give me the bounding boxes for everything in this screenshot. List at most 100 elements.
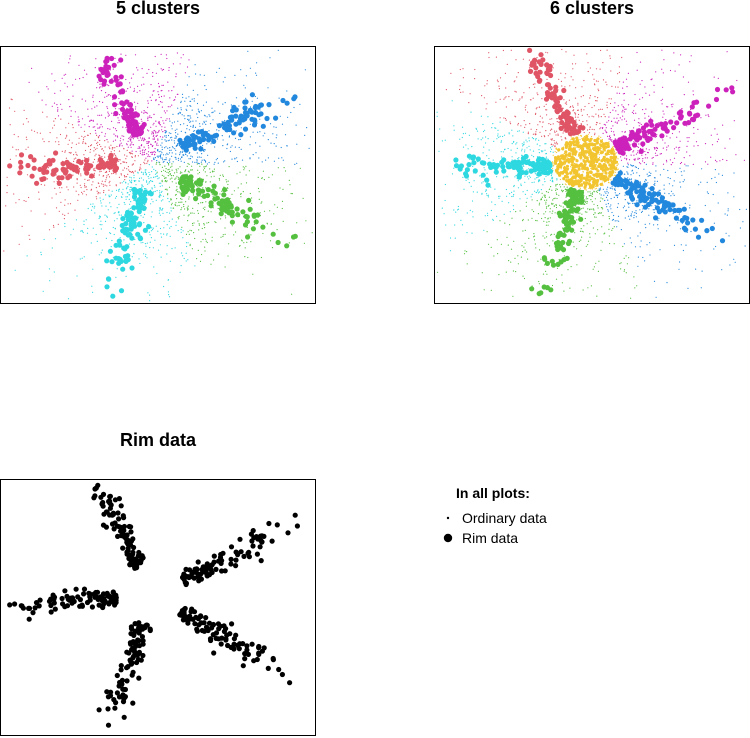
ordinary-point <box>129 86 131 88</box>
ordinary-point <box>216 138 218 140</box>
ordinary-point <box>100 124 102 126</box>
ordinary-point <box>486 212 489 214</box>
ordinary-point <box>144 163 146 165</box>
ordinary-point <box>745 208 747 210</box>
ordinary-point <box>137 102 139 104</box>
ordinary-point <box>226 147 228 150</box>
ordinary-point <box>734 261 736 263</box>
ordinary-point <box>537 213 539 215</box>
ordinary-point <box>626 86 628 88</box>
rim-point <box>56 180 62 186</box>
ordinary-point <box>161 106 163 108</box>
rim-point <box>129 235 135 241</box>
ordinary-point <box>622 115 624 117</box>
ordinary-point <box>623 243 625 245</box>
rim-point <box>187 175 193 182</box>
ordinary-point <box>193 212 195 214</box>
ordinary-point <box>598 190 601 192</box>
ordinary-point <box>93 158 96 161</box>
ordinary-point <box>94 155 96 157</box>
center-cluster-point <box>602 142 606 146</box>
ordinary-point <box>439 128 441 130</box>
ordinary-point <box>589 95 591 97</box>
ordinary-point <box>171 169 173 171</box>
ordinary-point <box>258 157 260 159</box>
ordinary-point <box>457 208 460 210</box>
ordinary-point <box>252 154 254 156</box>
rim-point <box>133 120 139 126</box>
ordinary-point <box>157 63 159 65</box>
ordinary-point <box>188 171 190 173</box>
ordinary-point <box>265 159 267 161</box>
ordinary-point <box>51 73 53 75</box>
ordinary-point <box>51 247 53 249</box>
ordinary-point <box>196 161 198 163</box>
ordinary-point <box>546 243 548 245</box>
ordinary-point <box>222 103 224 105</box>
ordinary-point <box>186 155 188 157</box>
ordinary-point <box>632 172 634 174</box>
center-cluster-point <box>583 167 587 171</box>
ordinary-point <box>75 190 77 192</box>
ordinary-point <box>503 117 505 119</box>
ordinary-point <box>603 233 605 235</box>
ordinary-point <box>707 192 709 195</box>
ordinary-point <box>165 140 167 142</box>
ordinary-point <box>534 173 536 175</box>
ordinary-point <box>249 144 251 146</box>
ordinary-point <box>147 292 149 294</box>
ordinary-point <box>204 250 206 252</box>
ordinary-point <box>189 121 191 123</box>
ordinary-point <box>222 81 224 83</box>
ordinary-point <box>213 259 215 261</box>
ordinary-point <box>610 70 612 72</box>
ordinary-point <box>169 235 171 237</box>
center-cluster-point <box>565 175 569 179</box>
ordinary-point <box>482 152 484 154</box>
ordinary-point <box>621 131 623 133</box>
ordinary-point <box>486 172 488 174</box>
ordinary-point <box>728 235 730 237</box>
ordinary-point <box>655 71 657 73</box>
ordinary-point <box>119 140 121 142</box>
ordinary-point <box>183 123 185 125</box>
ordinary-point <box>547 158 549 160</box>
ordinary-point <box>520 184 522 187</box>
ordinary-point <box>55 207 58 209</box>
ordinary-point <box>616 220 618 222</box>
ordinary-point <box>516 76 518 78</box>
ordinary-point <box>648 214 650 216</box>
ordinary-point <box>590 167 592 170</box>
ordinary-point <box>166 152 168 154</box>
ordinary-point <box>210 143 212 145</box>
ordinary-point <box>205 161 207 163</box>
rim-point <box>235 212 241 218</box>
rim-point <box>113 110 119 117</box>
ordinary-point <box>105 170 108 173</box>
ordinary-point <box>606 132 608 134</box>
ordinary-point <box>158 96 160 98</box>
rim-point <box>118 74 124 80</box>
ordinary-point <box>588 102 590 105</box>
ordinary-point <box>698 184 700 186</box>
ordinary-point <box>167 163 170 165</box>
ordinary-point <box>491 201 493 203</box>
ordinary-point <box>174 148 176 150</box>
ordinary-point <box>515 59 517 61</box>
ordinary-point <box>75 153 77 155</box>
ordinary-point <box>743 159 745 161</box>
ordinary-point <box>713 76 715 78</box>
ordinary-point <box>517 180 519 182</box>
ordinary-point <box>525 201 527 203</box>
ordinary-point <box>157 144 159 146</box>
ordinary-point <box>178 201 180 203</box>
ordinary-point <box>619 117 621 119</box>
ordinary-point <box>523 120 525 122</box>
ordinary-point <box>142 76 144 78</box>
ordinary-point <box>583 79 585 82</box>
ordinary-point <box>81 191 83 193</box>
ordinary-point <box>154 55 156 58</box>
ordinary-point <box>169 173 171 175</box>
ordinary-point <box>634 158 636 160</box>
ordinary-point <box>561 191 563 193</box>
